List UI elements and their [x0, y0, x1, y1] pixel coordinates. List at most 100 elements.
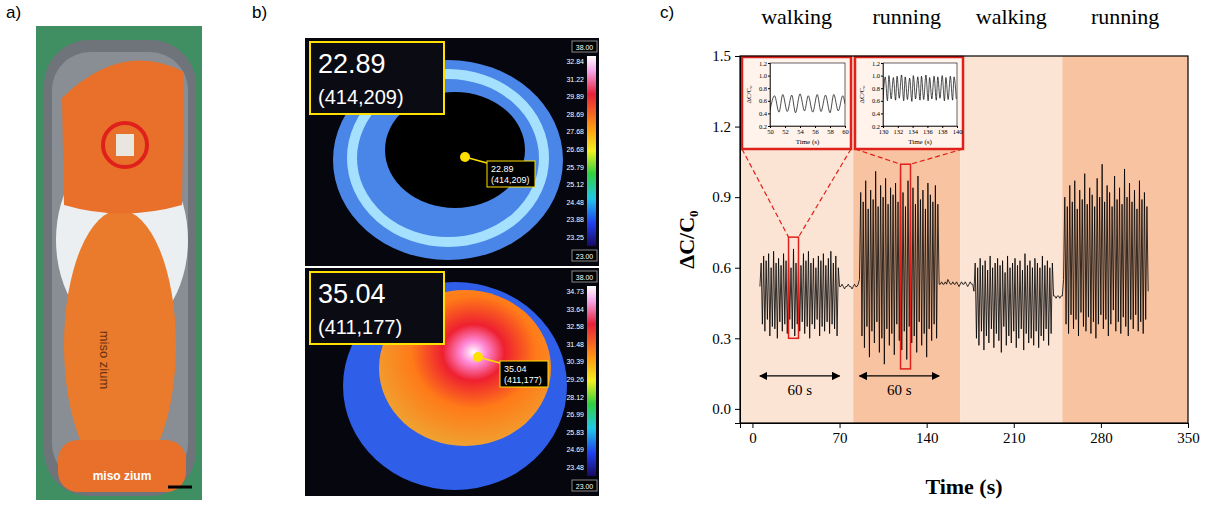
colorbar-tick-label: 33.64 — [566, 306, 584, 313]
scale-bar — [168, 486, 192, 489]
inset-plot-frame — [770, 63, 845, 126]
duration-label: 60 s — [887, 382, 912, 398]
sensor-highlight — [103, 123, 147, 167]
inset-marks — [770, 94, 845, 113]
axis: 130132134136138140 — [879, 126, 963, 135]
axis-line — [741, 424, 1189, 429]
phase-label: walking — [761, 4, 832, 29]
tick: 50 — [767, 126, 774, 135]
phase-label: running — [1091, 4, 1159, 29]
readout-value: 35.04 — [318, 279, 386, 309]
tick-label: 58 — [827, 128, 834, 135]
tick-label: 0.8 — [759, 85, 767, 92]
colorbar-tick-label: 27.68 — [566, 128, 584, 135]
tick: 0.2 — [759, 123, 770, 130]
colorbar-tick-label: 23.88 — [566, 216, 584, 223]
tick-label: 0.4 — [872, 110, 881, 117]
tick-label: 0.2 — [759, 123, 767, 130]
inset: 5052545658600.20.40.60.81.01.2Time (s)ΔC… — [742, 57, 851, 338]
inset-frame — [855, 57, 963, 149]
thermal-image: 35.04(411,177)35.04(411,177)38.0034.7333… — [305, 268, 599, 496]
tick-label: 70 — [833, 430, 848, 446]
colorbar-tick-label: 31.48 — [566, 341, 584, 348]
tick-mark — [1101, 423, 1102, 428]
tick-label: 130 — [879, 128, 889, 135]
panel-label: a) — [6, 3, 21, 22]
tick-label: 0.4 — [759, 110, 768, 117]
tick-label: 52 — [782, 128, 789, 135]
shoe-heel — [58, 440, 186, 492]
colorbar-tick-label: 30.39 — [566, 358, 584, 365]
tick-label: 1.0 — [872, 72, 880, 79]
tick-mark — [768, 76, 770, 77]
tick-label: 0.8 — [872, 85, 880, 92]
tick-label: 136 — [923, 128, 934, 135]
tick: 0.6 — [759, 97, 770, 104]
tick: 0.9 — [712, 189, 740, 205]
phase-label: running — [873, 4, 941, 29]
tick-label: 280 — [1090, 430, 1113, 446]
colorbar-tick-label: 25.12 — [566, 181, 584, 188]
tick-label: 60 — [842, 128, 849, 135]
small-readout-box — [487, 161, 535, 187]
colorbar-tick-label: 34.73 — [566, 288, 584, 295]
phase-band — [740, 56, 853, 423]
tick-label: 54 — [797, 128, 804, 135]
tick-mark — [735, 56, 740, 57]
photo-panel: miso ziummiso zium — [36, 26, 202, 500]
tick: 134 — [908, 126, 919, 135]
tick: 1.0 — [872, 72, 883, 79]
colorbar-tick-label: 28.69 — [566, 111, 584, 118]
tick-mark — [881, 63, 883, 64]
figure: a)b)c)miso ziummiso zium22.89(414,209)22… — [0, 0, 1214, 505]
tick: 52 — [782, 126, 789, 135]
y-axis-title: ΔC/C₀ — [674, 210, 699, 269]
tick-mark — [735, 197, 740, 198]
tick: 130 — [879, 126, 889, 135]
tick-mark — [735, 268, 740, 269]
tick: 0.0 — [712, 401, 740, 417]
tick-label: 134 — [908, 128, 919, 135]
plot-frame — [740, 56, 1188, 423]
thermal-image: 22.89(414,209)22.89(414,209)38.0032.8431… — [305, 38, 599, 266]
tick-mark — [927, 423, 928, 428]
axis: 0.00.30.60.91.21.5 — [712, 48, 740, 423]
tick: 0.6 — [712, 260, 740, 276]
tick: 56 — [812, 126, 819, 135]
thermal-background — [305, 268, 599, 496]
tick: 60 — [842, 126, 849, 135]
tick-label: 1.2 — [872, 60, 880, 67]
tick-mark — [735, 338, 740, 339]
tick-label: 350 — [1177, 430, 1200, 446]
tick: 0.6 — [872, 97, 883, 104]
zoom-connector — [910, 149, 963, 164]
small-readout-coords: (411,177) — [504, 375, 542, 385]
tick-label: 0 — [749, 430, 757, 446]
phase-band — [960, 56, 1062, 423]
tick: 0.8 — [759, 85, 770, 92]
panel-label: b) — [252, 3, 267, 22]
colorbar-max-box — [572, 271, 597, 282]
tick-mark — [752, 423, 753, 428]
inset-marks — [883, 75, 956, 101]
colorbar — [587, 56, 596, 246]
colorbar-min: 23.00 — [576, 253, 594, 260]
colorbar-min-box — [572, 250, 597, 261]
small-readout-coords: (414,209) — [491, 175, 530, 185]
tick: 140 — [953, 126, 963, 135]
inset-y-title: ΔC/C₀ — [858, 85, 866, 104]
zoom-box — [901, 164, 911, 369]
colorbar-tick-label: 23.25 — [566, 234, 584, 241]
tick-label: 0.2 — [872, 123, 880, 130]
tick: 0.8 — [872, 85, 883, 92]
phase-label: walking — [976, 4, 1047, 29]
tick-mark — [881, 126, 883, 127]
tick-mark — [768, 63, 770, 64]
shoe-mesh — [52, 52, 188, 482]
thermal-background — [305, 38, 599, 266]
photo-background — [36, 26, 202, 500]
tick-mark — [881, 88, 883, 89]
inset-plot-frame — [883, 63, 957, 126]
inset-line — [883, 75, 956, 101]
colorbar-tick-label: 26.99 — [566, 411, 584, 418]
